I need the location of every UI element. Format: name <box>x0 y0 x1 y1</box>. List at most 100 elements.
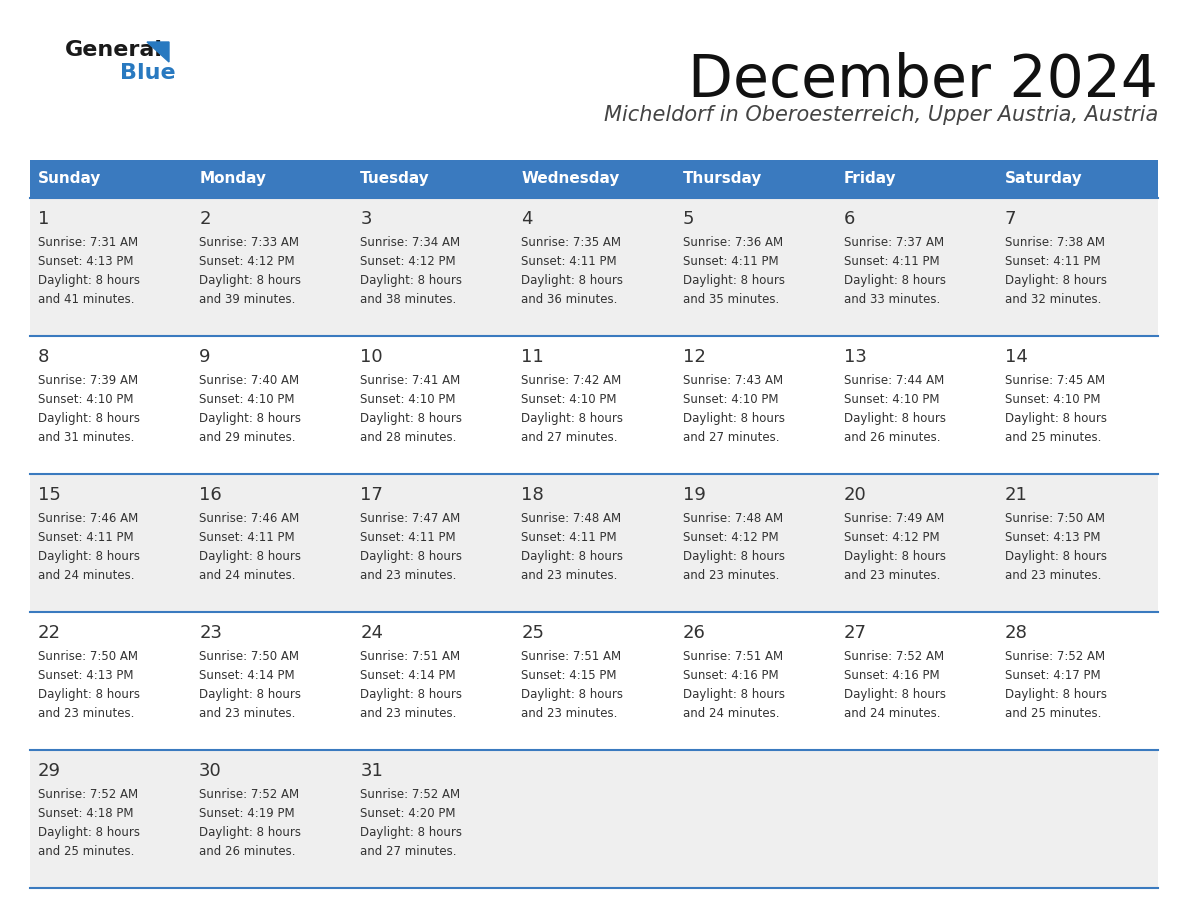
Text: Daylight: 8 hours: Daylight: 8 hours <box>360 412 462 425</box>
Text: and 24 minutes.: and 24 minutes. <box>38 569 134 582</box>
Text: Daylight: 8 hours: Daylight: 8 hours <box>683 550 784 563</box>
Text: Micheldorf in Oberoesterreich, Upper Austria, Austria: Micheldorf in Oberoesterreich, Upper Aus… <box>604 105 1158 125</box>
Text: 21: 21 <box>1005 486 1028 504</box>
Text: 12: 12 <box>683 348 706 366</box>
Text: 4: 4 <box>522 210 533 228</box>
Text: and 23 minutes.: and 23 minutes. <box>683 569 779 582</box>
Text: Daylight: 8 hours: Daylight: 8 hours <box>38 412 140 425</box>
Bar <box>30 336 1158 474</box>
Text: and 24 minutes.: and 24 minutes. <box>683 707 779 720</box>
Text: Sunrise: 7:51 AM: Sunrise: 7:51 AM <box>522 650 621 663</box>
Text: Sunset: 4:16 PM: Sunset: 4:16 PM <box>843 669 940 682</box>
Text: Sunset: 4:13 PM: Sunset: 4:13 PM <box>38 255 133 268</box>
Text: Daylight: 8 hours: Daylight: 8 hours <box>843 688 946 701</box>
Text: and 23 minutes.: and 23 minutes. <box>360 707 456 720</box>
Text: Sunset: 4:14 PM: Sunset: 4:14 PM <box>200 669 295 682</box>
Text: Sunrise: 7:42 AM: Sunrise: 7:42 AM <box>522 374 621 387</box>
Text: Sunrise: 7:52 AM: Sunrise: 7:52 AM <box>38 788 138 801</box>
Text: Sunset: 4:12 PM: Sunset: 4:12 PM <box>683 531 778 544</box>
Text: Daylight: 8 hours: Daylight: 8 hours <box>360 274 462 287</box>
Text: Sunset: 4:10 PM: Sunset: 4:10 PM <box>1005 393 1100 406</box>
Text: 8: 8 <box>38 348 50 366</box>
Text: Sunrise: 7:50 AM: Sunrise: 7:50 AM <box>1005 512 1105 525</box>
Text: Sunset: 4:19 PM: Sunset: 4:19 PM <box>200 807 295 820</box>
Text: Sunrise: 7:46 AM: Sunrise: 7:46 AM <box>200 512 299 525</box>
Text: Sunrise: 7:52 AM: Sunrise: 7:52 AM <box>843 650 943 663</box>
Text: Sunrise: 7:44 AM: Sunrise: 7:44 AM <box>843 374 944 387</box>
Text: and 29 minutes.: and 29 minutes. <box>200 431 296 444</box>
Text: Sunset: 4:15 PM: Sunset: 4:15 PM <box>522 669 617 682</box>
Text: and 25 minutes.: and 25 minutes. <box>38 845 134 858</box>
Text: Daylight: 8 hours: Daylight: 8 hours <box>522 412 624 425</box>
Text: and 23 minutes.: and 23 minutes. <box>522 707 618 720</box>
Text: and 24 minutes.: and 24 minutes. <box>843 707 940 720</box>
Bar <box>30 198 1158 336</box>
Text: 22: 22 <box>38 624 61 642</box>
Text: Sunrise: 7:48 AM: Sunrise: 7:48 AM <box>522 512 621 525</box>
Text: Daylight: 8 hours: Daylight: 8 hours <box>843 550 946 563</box>
Text: 31: 31 <box>360 762 384 780</box>
Text: 17: 17 <box>360 486 384 504</box>
Text: Sunset: 4:10 PM: Sunset: 4:10 PM <box>360 393 456 406</box>
Text: Daylight: 8 hours: Daylight: 8 hours <box>1005 274 1107 287</box>
Bar <box>30 160 1158 198</box>
Text: Sunrise: 7:50 AM: Sunrise: 7:50 AM <box>200 650 299 663</box>
Text: Sunset: 4:11 PM: Sunset: 4:11 PM <box>200 531 295 544</box>
Text: and 31 minutes.: and 31 minutes. <box>38 431 134 444</box>
Text: Sunset: 4:13 PM: Sunset: 4:13 PM <box>38 669 133 682</box>
Text: Daylight: 8 hours: Daylight: 8 hours <box>843 412 946 425</box>
Text: Daylight: 8 hours: Daylight: 8 hours <box>200 826 301 839</box>
Text: and 23 minutes.: and 23 minutes. <box>360 569 456 582</box>
Text: December 2024: December 2024 <box>688 52 1158 109</box>
Text: Sunset: 4:10 PM: Sunset: 4:10 PM <box>683 393 778 406</box>
Text: Thursday: Thursday <box>683 172 762 186</box>
Text: Daylight: 8 hours: Daylight: 8 hours <box>683 274 784 287</box>
Text: Daylight: 8 hours: Daylight: 8 hours <box>360 826 462 839</box>
Text: Sunset: 4:10 PM: Sunset: 4:10 PM <box>38 393 133 406</box>
Text: Sunrise: 7:48 AM: Sunrise: 7:48 AM <box>683 512 783 525</box>
Text: 30: 30 <box>200 762 222 780</box>
Text: and 38 minutes.: and 38 minutes. <box>360 293 456 306</box>
Text: 16: 16 <box>200 486 222 504</box>
Text: Sunset: 4:11 PM: Sunset: 4:11 PM <box>522 255 617 268</box>
Text: Sunrise: 7:45 AM: Sunrise: 7:45 AM <box>1005 374 1105 387</box>
Text: and 23 minutes.: and 23 minutes. <box>522 569 618 582</box>
Text: Sunset: 4:14 PM: Sunset: 4:14 PM <box>360 669 456 682</box>
Text: Sunset: 4:10 PM: Sunset: 4:10 PM <box>522 393 617 406</box>
Text: Daylight: 8 hours: Daylight: 8 hours <box>360 688 462 701</box>
Text: Sunset: 4:10 PM: Sunset: 4:10 PM <box>200 393 295 406</box>
Text: Sunrise: 7:51 AM: Sunrise: 7:51 AM <box>683 650 783 663</box>
Text: Sunset: 4:16 PM: Sunset: 4:16 PM <box>683 669 778 682</box>
Text: Sunset: 4:18 PM: Sunset: 4:18 PM <box>38 807 133 820</box>
Text: Daylight: 8 hours: Daylight: 8 hours <box>360 550 462 563</box>
Text: and 36 minutes.: and 36 minutes. <box>522 293 618 306</box>
Text: General: General <box>65 40 163 60</box>
Text: Sunset: 4:11 PM: Sunset: 4:11 PM <box>683 255 778 268</box>
Text: 7: 7 <box>1005 210 1017 228</box>
Text: 26: 26 <box>683 624 706 642</box>
Text: Wednesday: Wednesday <box>522 172 620 186</box>
Text: 6: 6 <box>843 210 855 228</box>
Text: Saturday: Saturday <box>1005 172 1082 186</box>
Text: Sunrise: 7:39 AM: Sunrise: 7:39 AM <box>38 374 138 387</box>
Text: and 41 minutes.: and 41 minutes. <box>38 293 134 306</box>
Text: and 27 minutes.: and 27 minutes. <box>683 431 779 444</box>
Text: Sunrise: 7:50 AM: Sunrise: 7:50 AM <box>38 650 138 663</box>
Text: and 33 minutes.: and 33 minutes. <box>843 293 940 306</box>
Text: and 23 minutes.: and 23 minutes. <box>843 569 940 582</box>
Text: 11: 11 <box>522 348 544 366</box>
Text: Sunday: Sunday <box>38 172 101 186</box>
Text: Sunset: 4:11 PM: Sunset: 4:11 PM <box>38 531 133 544</box>
Text: Sunset: 4:12 PM: Sunset: 4:12 PM <box>200 255 295 268</box>
Text: Sunrise: 7:33 AM: Sunrise: 7:33 AM <box>200 236 299 249</box>
Text: 18: 18 <box>522 486 544 504</box>
Text: and 28 minutes.: and 28 minutes. <box>360 431 456 444</box>
Text: Sunrise: 7:47 AM: Sunrise: 7:47 AM <box>360 512 461 525</box>
Text: Sunset: 4:11 PM: Sunset: 4:11 PM <box>843 255 940 268</box>
Text: 5: 5 <box>683 210 694 228</box>
Text: and 23 minutes.: and 23 minutes. <box>200 707 296 720</box>
Text: Sunset: 4:13 PM: Sunset: 4:13 PM <box>1005 531 1100 544</box>
Text: Sunset: 4:10 PM: Sunset: 4:10 PM <box>843 393 940 406</box>
Text: Sunset: 4:11 PM: Sunset: 4:11 PM <box>522 531 617 544</box>
Text: and 26 minutes.: and 26 minutes. <box>200 845 296 858</box>
